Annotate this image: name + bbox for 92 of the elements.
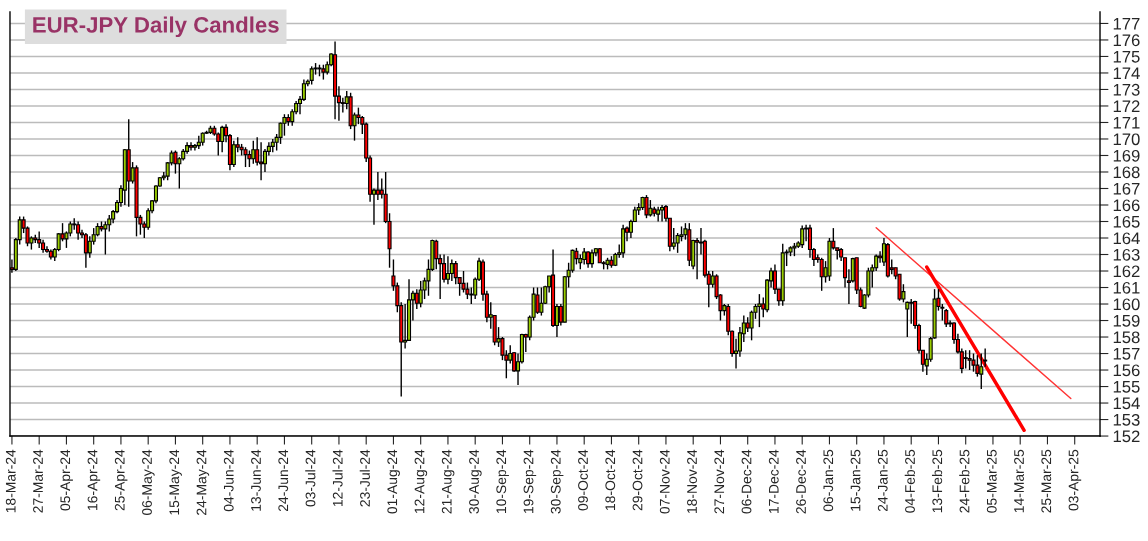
- candlestick: [535, 286, 540, 315]
- x-tick-label: 15-May-24: [169, 449, 182, 515]
- x-tick-label: 26-Dec-24: [796, 449, 806, 514]
- y-tick-label: 160: [1113, 298, 1140, 311]
- candlestick: [83, 232, 88, 269]
- x-tick-label: 09-Oct-24: [578, 449, 588, 511]
- x-tick-label: 18-Mar-24: [5, 449, 16, 513]
- x-tick-label: 06-Dec-24: [741, 449, 752, 514]
- candlestick: [905, 300, 910, 338]
- y-tick-label: 157: [1113, 348, 1140, 360]
- candlestick: [967, 349, 972, 371]
- y-tick-label: 171: [1113, 117, 1140, 129]
- candlestick: [259, 141, 264, 181]
- candlestick: [231, 139, 236, 168]
- y-tick-label: 165: [1113, 215, 1140, 228]
- y-tick-label: 159: [1113, 314, 1140, 327]
- x-tick-label: 06-Jan-25: [823, 449, 834, 512]
- candlestick: [251, 139, 256, 165]
- candlestick: [909, 298, 914, 325]
- candlestick: [375, 171, 380, 201]
- x-tick-label: 19-Sep-24: [523, 449, 537, 514]
- candlestick: [37, 230, 42, 249]
- x-tick-label: 25-Mar-25: [1041, 449, 1052, 513]
- y-tick-label: 156: [1113, 364, 1140, 377]
- y-tick-label: 161: [1113, 281, 1140, 294]
- y-tick-label: 177: [1113, 18, 1140, 30]
- x-tick-label: 13-Jun-24: [251, 449, 261, 511]
- x-tick-label: 23-Jul-24: [359, 449, 370, 507]
- x-tick-label: 15-Jan-25: [850, 449, 861, 511]
- x-tick-label: 04-Feb-25: [904, 449, 915, 513]
- candlestick: [418, 280, 423, 309]
- candlestick: [103, 220, 108, 256]
- y-tick-label: 154: [1113, 397, 1140, 410]
- candlestick: [449, 258, 454, 282]
- y-tick-label: 174: [1113, 67, 1140, 79]
- y-tick-label: 163: [1113, 248, 1140, 261]
- x-tick-label: 03-Jul-24: [305, 449, 316, 507]
- x-tick-label: 29-Oct-24: [632, 449, 643, 511]
- y-tick-label: 168: [1113, 166, 1140, 179]
- x-tick-label: 17-Dec-24: [768, 449, 779, 514]
- y-tick-label: 175: [1113, 51, 1140, 63]
- x-tick-label: 06-May-24: [142, 449, 155, 516]
- x-tick-label: 24-May-24: [196, 449, 210, 515]
- candlestick: [76, 220, 81, 241]
- candlestick: [220, 125, 225, 153]
- x-tick-label: 07-Nov-24: [659, 449, 670, 514]
- x-tick-label: 03-Apr-25: [1068, 449, 1082, 511]
- candlestick: [757, 293, 762, 328]
- x-tick-label: 30-Aug-24: [469, 449, 482, 514]
- x-tick-label: 30-Sep-24: [550, 449, 564, 514]
- x-tick-label: 24-Feb-25: [959, 449, 970, 513]
- candlestick: [971, 352, 976, 373]
- x-tick-label: 16-Apr-24: [87, 449, 101, 510]
- x-tick-label: 27-Nov-24: [714, 449, 725, 514]
- y-tick-label: 158: [1113, 331, 1140, 344]
- x-tick-label: 12-Aug-24: [414, 449, 428, 514]
- candlestick: [979, 352, 984, 390]
- y-tick-label: 166: [1113, 199, 1140, 212]
- candlestick: [243, 146, 248, 168]
- y-tick-label: 152: [1113, 430, 1140, 443]
- x-tick-label: 25-Apr-24: [114, 449, 128, 511]
- candlestick: [403, 303, 408, 350]
- x-tick-label: 21-Aug-24: [441, 449, 455, 514]
- y-tick-label: 162: [1113, 265, 1140, 278]
- x-tick-label: 18-Nov-24: [687, 449, 697, 514]
- x-tick-label: 10-Sep-24: [496, 449, 509, 514]
- x-tick-label: 14-Mar-25: [1014, 449, 1024, 513]
- y-tick-label: 176: [1113, 34, 1140, 47]
- candlestick: [445, 255, 450, 285]
- y-tick-label: 169: [1113, 149, 1140, 162]
- x-tick-label: 05-Mar-25: [986, 449, 997, 513]
- candlestick: [644, 194, 649, 219]
- x-tick-label: 12-Jul-24: [332, 449, 343, 507]
- candlestick: [800, 224, 805, 249]
- y-tick-label: 167: [1113, 182, 1140, 195]
- x-tick-label: 18-Oct-24: [605, 449, 616, 510]
- y-tick-label: 172: [1113, 100, 1140, 113]
- x-tick-label: 27-Mar-24: [33, 449, 43, 513]
- x-tick-label: 05-Apr-24: [60, 449, 73, 511]
- y-tick-label: 153: [1113, 413, 1140, 426]
- y-tick-label: 173: [1113, 83, 1140, 96]
- candlestick: [963, 349, 968, 370]
- y-tick-label: 155: [1113, 381, 1140, 393]
- x-tick-label: 24-Jan-25: [877, 449, 888, 512]
- chart-title: EUR-JPY Daily Candles: [33, 16, 279, 38]
- y-tick-label: 164: [1113, 232, 1140, 245]
- x-tick-label: 24-Jun-24: [278, 449, 289, 512]
- x-tick-label: 13-Feb-25: [931, 449, 943, 513]
- candlestick: [453, 260, 458, 285]
- x-tick-label: 04-Jun-24: [223, 449, 234, 512]
- y-tick-label: 170: [1113, 133, 1140, 146]
- x-tick-label: 01-Aug-24: [387, 449, 400, 514]
